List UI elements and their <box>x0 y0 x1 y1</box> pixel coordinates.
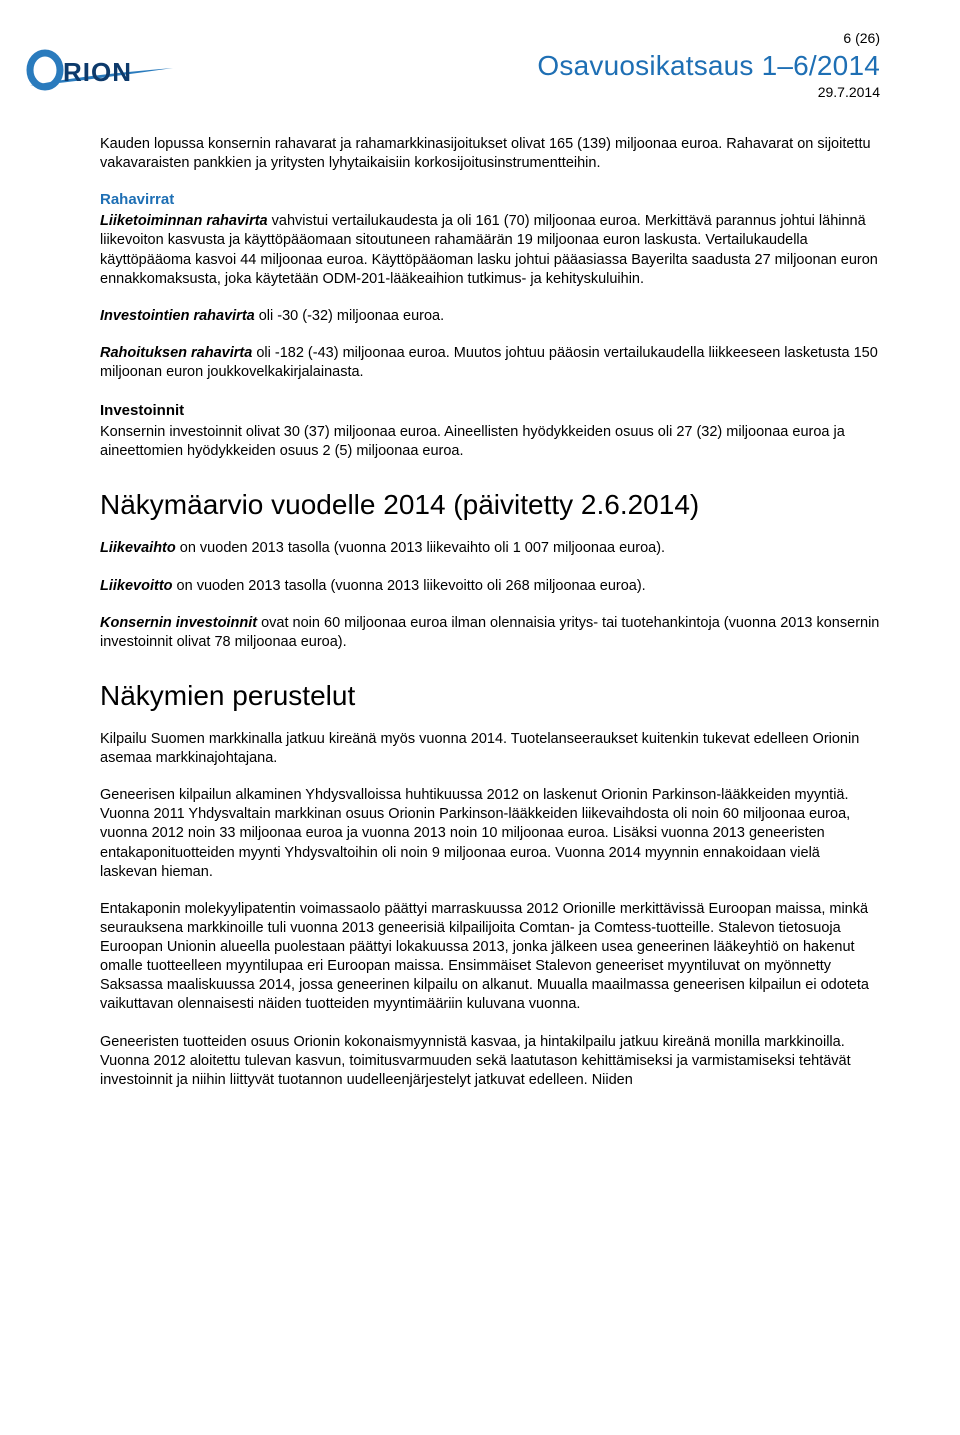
nakymaarvio-p2-lead: Liikevoitto <box>100 578 173 594</box>
perustelut-p2: Geneerisen kilpailun alkaminen Yhdysvall… <box>100 786 880 882</box>
rahavirrat-p3-lead: Rahoituksen rahavirta <box>100 345 252 361</box>
nakymaarvio-p1-rest: on vuoden 2013 tasolla (vuonna 2013 liik… <box>176 540 665 556</box>
document-header: Osavuosikatsaus 1–6/2014 29.7.2014 <box>100 50 880 100</box>
rahavirrat-p3: Rahoituksen rahavirta oli -182 (-43) mil… <box>100 344 880 382</box>
page-container: 6 (26) RION Osavuosikatsaus 1–6/2014 29.… <box>0 0 960 1435</box>
nakymaarvio-heading: Näkymäarvio vuodelle 2014 (päivitetty 2.… <box>100 489 880 521</box>
perustelut-p1: Kilpailu Suomen markkinalla jatkuu kireä… <box>100 730 880 768</box>
nakymaarvio-p3: Konsernin investoinnit ovat noin 60 milj… <box>100 614 880 652</box>
nakymaarvio-p1: Liikevaihto on vuoden 2013 tasolla (vuon… <box>100 539 880 558</box>
document-title: Osavuosikatsaus 1–6/2014 <box>100 50 880 82</box>
logo-text: RION <box>63 57 132 87</box>
document-date: 29.7.2014 <box>100 84 880 100</box>
nakymaarvio-p2-rest: on vuoden 2013 tasolla (vuonna 2013 liik… <box>173 578 646 594</box>
rahavirrat-heading: Rahavirrat <box>100 191 880 208</box>
nakymaarvio-p3-lead: Konsernin investoinnit <box>100 615 257 631</box>
nakymaarvio-p1-lead: Liikevaihto <box>100 540 176 556</box>
title-block: Osavuosikatsaus 1–6/2014 29.7.2014 <box>100 50 880 100</box>
perustelut-p3: Entakaponin molekyylipatentin voimassaol… <box>100 900 880 1015</box>
perustelut-heading: Näkymien perustelut <box>100 680 880 712</box>
rahavirrat-p1-lead: Liiketoiminnan rahavirta <box>100 213 268 229</box>
company-logo: RION <box>25 48 175 98</box>
rahavirrat-p2: Investointien rahavirta oli -30 (-32) mi… <box>100 307 880 326</box>
page-number: 6 (26) <box>843 30 880 46</box>
orion-logo-icon: RION <box>25 48 175 93</box>
perustelut-p4: Geneeristen tuotteiden osuus Orionin kok… <box>100 1033 880 1090</box>
investoinnit-section: Investoinnit Konsernin investoinnit oliv… <box>100 402 880 461</box>
rahavirrat-section: Rahavirrat Liiketoiminnan rahavirta vahv… <box>100 191 880 382</box>
rahavirrat-p1: Liiketoiminnan rahavirta vahvistui verta… <box>100 212 880 289</box>
rahavirrat-p2-rest: oli -30 (-32) miljoonaa euroa. <box>255 308 444 324</box>
rahavirrat-p2-lead: Investointien rahavirta <box>100 308 255 324</box>
investoinnit-p1: Konsernin investoinnit olivat 30 (37) mi… <box>100 423 880 461</box>
nakymaarvio-p2: Liikevoitto on vuoden 2013 tasolla (vuon… <box>100 577 880 596</box>
investoinnit-heading: Investoinnit <box>100 402 880 419</box>
intro-paragraph: Kauden lopussa konsernin rahavarat ja ra… <box>100 135 880 173</box>
